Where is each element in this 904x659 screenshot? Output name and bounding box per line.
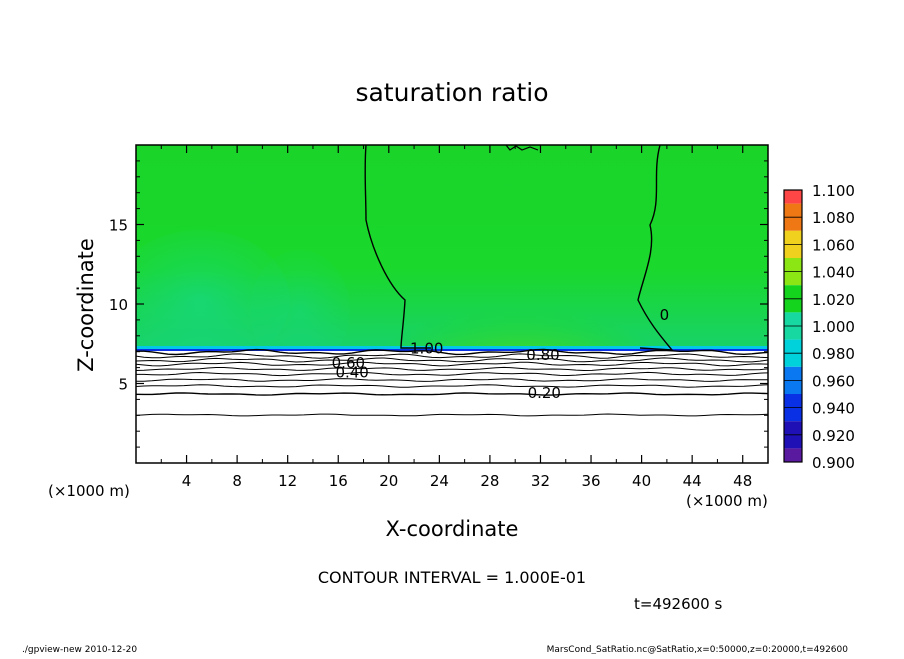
x-tick-label-9: 40: [632, 472, 651, 490]
contour-labels: 1.00 0.80 0.600.40 0.20 0: [332, 306, 670, 402]
colorbar-cell: [784, 421, 802, 435]
y-tick-label-2: 15: [109, 217, 128, 235]
x-tick-label-10: 44: [683, 472, 702, 490]
x-tick-label-6: 28: [480, 472, 499, 490]
x-tick-label-8: 36: [581, 472, 600, 490]
colorbar-label-6: 1.020: [812, 291, 855, 309]
contour-path: [136, 353, 768, 359]
contour-path: [136, 392, 768, 396]
x-tick-label-11: 48: [733, 472, 752, 490]
contour-path: [136, 371, 768, 377]
colorbar-cell: [784, 339, 802, 354]
contour-label-1: 0.80: [526, 346, 559, 364]
contour-path: [136, 366, 768, 372]
contour-lines: [136, 145, 768, 417]
x-axis-label: X-coordinate: [386, 517, 519, 541]
colorbar-cell: [784, 244, 802, 258]
plot-area: [136, 145, 768, 463]
contour-path: [136, 348, 768, 356]
x-tick-label-2: 12: [278, 472, 297, 490]
y-tick-label-0: 5: [118, 376, 128, 394]
y-axis-label: Z-coordinate: [74, 238, 98, 372]
contour-label-0: 1.00: [410, 340, 443, 358]
colorbar-cell: [784, 353, 802, 367]
x-tick-label-1: 8: [232, 472, 242, 490]
colorbar-cell: [784, 230, 802, 245]
field-lowsat-mid: [250, 250, 350, 370]
colorbar-cell: [784, 448, 802, 462]
colorbar-cell: [784, 190, 802, 204]
colorbar-label-4: 0.980: [812, 345, 855, 363]
field-boundary-blue: [136, 349, 768, 351]
contour-label-2: 0.60: [332, 354, 365, 372]
colorbar-cell: [784, 271, 802, 286]
x-tick-label-5: 24: [430, 472, 449, 490]
contour-path: [136, 378, 768, 382]
colorbar: 0.900 0.920 0.940 0.960 0.980 1.000 1.020 1.040…: [783, 182, 855, 472]
field-lowsat-left: [136, 230, 290, 370]
colorbar-label-0: 0.900: [812, 454, 855, 472]
x-tick-label-3: 16: [329, 472, 348, 490]
contour-label-5: 0: [660, 306, 670, 324]
contour-label-3: 0.40: [335, 363, 368, 381]
colorbar-cell: [784, 203, 802, 218]
contour-path: [136, 413, 768, 417]
x-tick-label-4: 20: [379, 472, 398, 490]
colorbar-cell: [784, 394, 802, 408]
colorbar-label-2: 0.940: [812, 400, 855, 418]
colorbar-label-8: 1.060: [812, 236, 855, 254]
colorbar-cell: [784, 298, 802, 313]
y-tick-label-1: 10: [109, 296, 128, 314]
contour-path: [505, 145, 539, 151]
footer-left: ./gpview-new 2010-12-20: [22, 645, 137, 654]
y-axis: 5 10 15: [109, 160, 768, 448]
time-label: t=492600 s: [634, 595, 722, 613]
colorbar-label-7: 1.040: [812, 264, 855, 282]
colorbar-cell: [784, 407, 802, 422]
contour-path: [136, 361, 768, 367]
colorbar-label-1: 0.920: [812, 427, 855, 445]
colorbar-cell: [784, 312, 802, 326]
colorbar-cell: [784, 366, 802, 381]
colorbar-cell: [784, 434, 802, 449]
contour-label-4: 0.20: [528, 384, 561, 402]
colorbar-cell: [784, 285, 802, 299]
colorbar-cell: [784, 217, 802, 231]
contour-path: [136, 384, 768, 388]
footer-right: MarsCond_SatRatio.nc@SatRatio,x=0:50000,…: [547, 645, 849, 654]
x-tick-label-0: 4: [182, 472, 192, 490]
colorbar-label-10: 1.100: [812, 182, 855, 200]
chart-title: saturation ratio: [355, 78, 548, 107]
contour-path: [136, 357, 768, 363]
colorbar-label-3: 0.960: [812, 372, 855, 390]
contour-interval: CONTOUR INTERVAL = 1.000E-01: [318, 568, 586, 587]
colorbar-cell: [784, 326, 802, 340]
colorbar-cell: [784, 380, 802, 394]
colorbar-label-9: 1.080: [812, 209, 855, 227]
x-unit-right: (×1000 m): [686, 492, 768, 510]
colorbar-cell: [784, 258, 802, 272]
colorbar-label-5: 1.000: [812, 318, 855, 336]
x-unit-left: (×1000 m): [48, 482, 130, 500]
x-axis: 4 8 12 16 20 24 28 32 36 40 44 48: [160, 145, 769, 490]
contour-path: [637, 145, 674, 351]
contour-path: [364, 145, 431, 349]
x-tick-label-7: 32: [531, 472, 550, 490]
field-boundary-cyan: [136, 346, 768, 349]
